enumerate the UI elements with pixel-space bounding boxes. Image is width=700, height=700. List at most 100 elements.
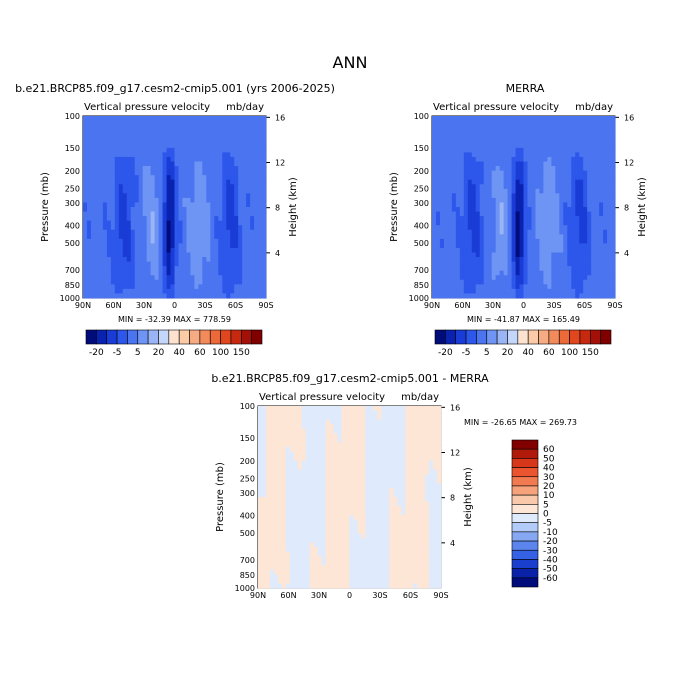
panel-obs-cell [575, 216, 580, 222]
panel-diff-cell [289, 428, 295, 434]
panel-obs-cell [539, 216, 544, 222]
panel-obs-cell [575, 261, 580, 267]
panel-model-cell [110, 138, 116, 144]
panel-diff-cell [285, 433, 291, 439]
panel-obs-cell [595, 184, 600, 190]
panel-model-cell [83, 243, 88, 249]
panel-diff-cell [321, 497, 327, 502]
panel-model-cell [118, 202, 124, 208]
panel-model-cell [198, 288, 203, 294]
panel-obs-cell [571, 243, 576, 249]
panel-diff-cell [277, 433, 283, 439]
panel-obs-cell [583, 266, 588, 272]
panel-model-cell [162, 129, 167, 135]
panel-model-cell [198, 156, 203, 162]
panel-model-cell [254, 247, 259, 253]
panel-obs-cell [487, 166, 493, 171]
panel-obs-cell [599, 143, 604, 149]
panel-obs-cell [603, 252, 608, 258]
panel-obs-cell [483, 211, 489, 217]
panel-model-cell [186, 125, 191, 131]
panel-model-cell [198, 207, 203, 212]
panel-model-cell [122, 138, 128, 144]
panel-diff-cell [413, 501, 418, 507]
panel-diff-cell [258, 415, 263, 421]
panel-model-cell [250, 138, 255, 144]
panel-model-cell [238, 193, 243, 199]
panel-obs-cell [432, 129, 437, 135]
panel-model-cell [210, 293, 215, 299]
panel-obs-cell [591, 275, 596, 281]
panel-model-cell [170, 184, 175, 190]
panel-diff-cell [305, 497, 311, 502]
panel-obs-cell [475, 275, 481, 281]
panel-diff-cell [381, 415, 386, 421]
panel-model-cell [86, 175, 92, 181]
panel-obs-cell [555, 156, 560, 162]
panel-model-cell [158, 129, 163, 135]
panel-model-cell [130, 138, 136, 144]
panel-obs-cell [451, 279, 457, 285]
panel-obs-cell [543, 207, 548, 212]
panel-obs-cell [591, 252, 596, 258]
panel-obs-cell [471, 179, 477, 185]
panel-obs-cell [583, 193, 588, 199]
panel-obs-cell [432, 261, 437, 267]
panel-diff-cell [353, 406, 358, 411]
panel-model-cell [118, 229, 124, 235]
panel-obs-cell [487, 243, 493, 249]
panel-obs-cell [559, 197, 564, 203]
panel-model-cell [254, 202, 259, 208]
panel-obs-cell [447, 143, 453, 149]
panel-obs-cell [435, 220, 441, 226]
panel-obs-cell [483, 116, 489, 121]
panel-obs-cell [507, 284, 512, 290]
panel-diff-cell [325, 410, 331, 416]
panel-diff-cell [353, 501, 358, 507]
panel-diff-cell [409, 406, 414, 411]
panel-obs-cell [475, 138, 481, 144]
panel-model-cell [222, 247, 227, 253]
panel-diff-cell [353, 456, 358, 461]
panel-diff-cell [293, 474, 299, 480]
panel-obs-cell [451, 193, 457, 199]
panel-diff-cell [317, 406, 323, 411]
panel-model-cell [194, 147, 199, 153]
panel-diff-cell [309, 442, 315, 448]
panel-diff-cell [341, 487, 346, 493]
panel-obs-cell [523, 134, 528, 140]
panel-model-cell [242, 134, 247, 140]
panel-model-cell [106, 293, 112, 299]
panel-obs-cell [495, 211, 501, 217]
panel-model-cell [110, 216, 116, 222]
panel-diff-cell [393, 410, 398, 416]
panel-obs-cell [611, 247, 616, 253]
panel-model-cell [166, 284, 171, 290]
panel-model-cell [210, 288, 215, 294]
panel-diff-cell [373, 465, 378, 471]
panel-obs-cell [519, 225, 524, 231]
panel-diff-cell [337, 460, 342, 466]
panel-model-cell [254, 197, 259, 203]
panel-diff-cell [421, 419, 426, 425]
panel-model-cell [94, 252, 100, 258]
panel-model-cell [90, 288, 96, 294]
panel-diff-cell [389, 510, 394, 516]
panel-diff-cell [365, 433, 370, 439]
panel-obs-cell [599, 275, 604, 281]
panel-diff-cell [289, 492, 295, 498]
panel-model-cell [122, 252, 128, 258]
panel-diff-cell [397, 510, 402, 516]
panel-obs-cell [511, 293, 516, 299]
panel-obs-cell [463, 184, 469, 190]
panel-model-cell [242, 252, 247, 258]
panel-model-cell [262, 270, 267, 276]
panel-obs-cell [435, 175, 441, 181]
panel-obs-cell [555, 293, 560, 299]
panel-diff-cell [329, 419, 334, 425]
panel-diff-cell [305, 465, 311, 471]
panel-obs-cell [443, 257, 449, 262]
panel-model-cell [138, 156, 144, 162]
panel-model-cell [122, 284, 128, 290]
panel-model-cell [122, 188, 128, 194]
